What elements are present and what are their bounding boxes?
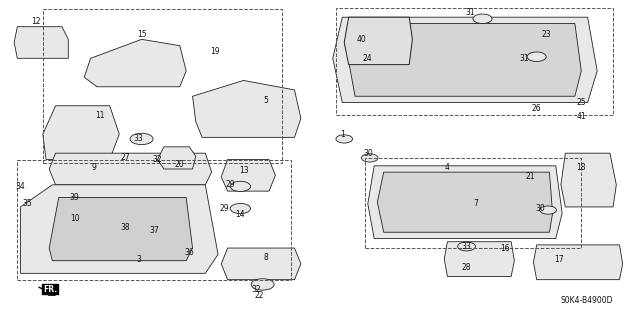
Polygon shape [49,153,212,185]
Polygon shape [20,185,218,273]
Text: 8: 8 [264,253,268,262]
Text: 30: 30 [363,149,372,158]
Text: 18: 18 [577,163,586,172]
Text: 9: 9 [92,163,96,172]
Text: 28: 28 [462,263,471,271]
Text: 29: 29 [220,204,229,213]
Circle shape [230,181,250,191]
Text: 32: 32 [252,285,261,294]
Polygon shape [534,245,623,280]
Text: 7: 7 [474,199,479,208]
Polygon shape [221,160,275,191]
Text: 35: 35 [22,199,32,208]
Circle shape [336,135,353,143]
Text: 41: 41 [577,112,586,121]
Text: 19: 19 [210,48,220,56]
Text: 36: 36 [184,248,195,257]
Text: 11: 11 [95,111,105,120]
Bar [365,158,581,248]
Circle shape [473,14,492,24]
Text: 20: 20 [175,160,184,169]
Text: 23: 23 [541,30,551,39]
Text: 4: 4 [445,163,450,172]
Circle shape [362,154,378,162]
Text: 14: 14 [236,210,245,219]
Polygon shape [193,80,301,137]
Circle shape [130,133,153,145]
Text: 32: 32 [153,155,163,164]
Text: 33: 33 [461,242,472,251]
Text: 27: 27 [121,153,131,162]
Bar [43,9,282,163]
Polygon shape [49,197,193,261]
Text: 10: 10 [70,213,79,222]
Circle shape [527,52,546,62]
Text: 17: 17 [554,255,564,263]
Text: S0K4-B4900D: S0K4-B4900D [561,296,613,305]
Text: 37: 37 [150,226,159,235]
Text: FR.: FR. [43,285,57,294]
Circle shape [251,279,274,290]
Polygon shape [84,39,186,87]
Text: 24: 24 [363,54,372,63]
Text: 3: 3 [136,255,141,263]
Text: 21: 21 [525,172,535,182]
Text: 26: 26 [532,104,541,113]
Polygon shape [349,24,581,96]
Text: 15: 15 [137,30,147,39]
Polygon shape [221,248,301,280]
Text: 16: 16 [500,243,509,253]
Text: 1: 1 [340,130,345,139]
Text: 38: 38 [121,223,131,232]
Polygon shape [333,17,597,103]
Polygon shape [444,242,515,277]
Bar [17,160,291,280]
Polygon shape [14,27,68,58]
Text: 12: 12 [32,18,41,26]
Text: 31: 31 [519,54,529,63]
Text: 29: 29 [226,180,236,189]
Text: 31: 31 [465,8,474,17]
Text: 39: 39 [70,193,79,202]
Text: 25: 25 [577,98,586,107]
Circle shape [540,206,556,214]
Text: 22: 22 [255,291,264,300]
Polygon shape [561,153,616,207]
Polygon shape [368,166,562,239]
Text: 33: 33 [134,134,143,144]
Text: 5: 5 [264,97,268,106]
Polygon shape [43,106,119,160]
Polygon shape [157,147,196,169]
Circle shape [458,242,476,251]
Text: 40: 40 [356,35,366,44]
Text: 30: 30 [535,204,545,213]
Polygon shape [344,17,412,65]
Bar [336,8,613,115]
Circle shape [230,204,250,214]
Text: 13: 13 [239,166,248,175]
Polygon shape [378,172,552,232]
Text: 34: 34 [15,182,26,191]
